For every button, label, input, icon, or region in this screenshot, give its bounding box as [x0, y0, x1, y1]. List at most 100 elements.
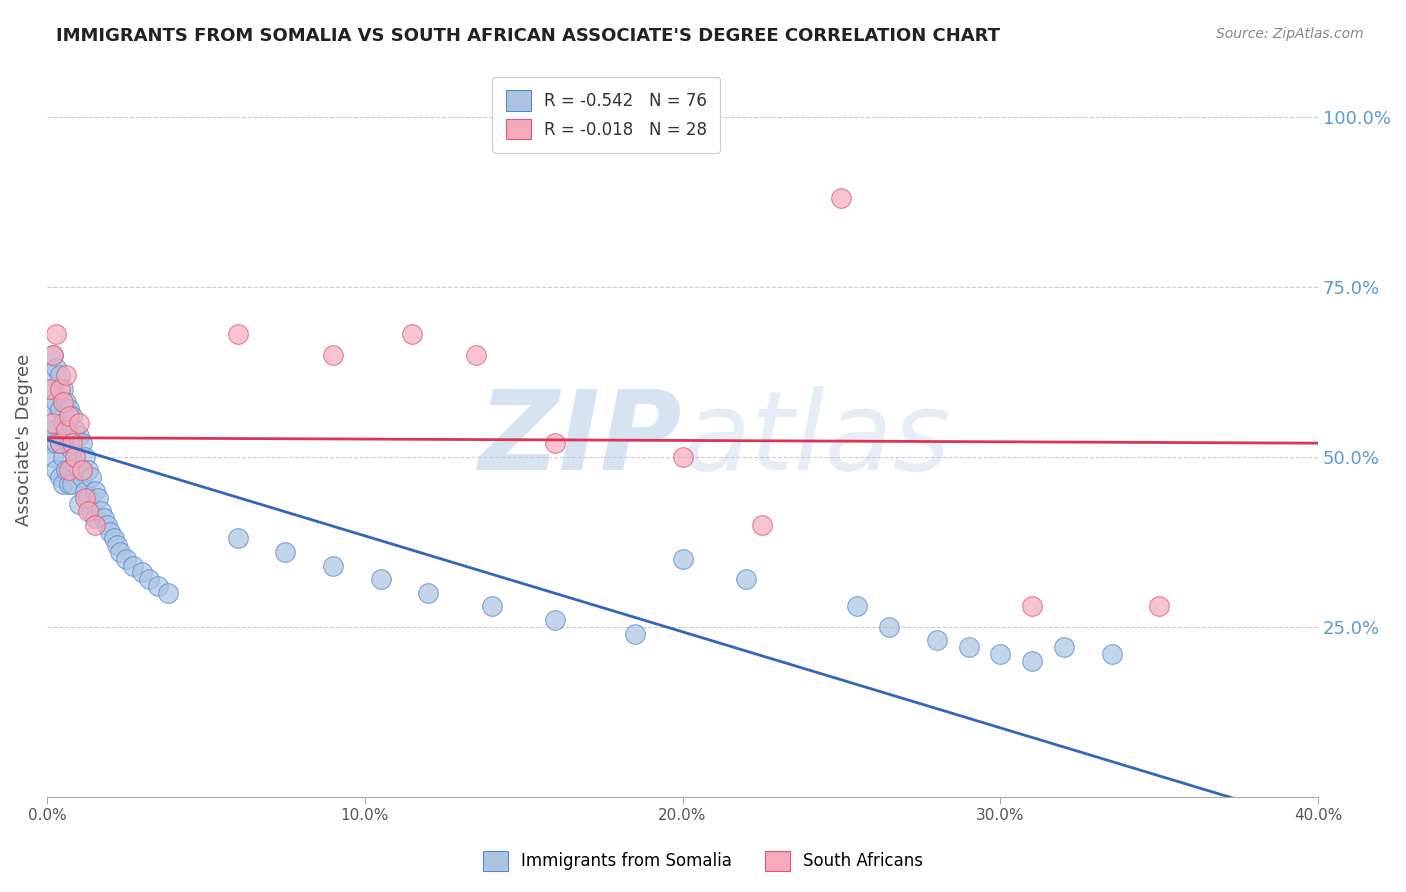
Point [877, 620, 900, 634]
Point [60, 442, 83, 457]
Point [60, 436, 83, 450]
Text: atlas: atlas [682, 386, 950, 493]
Y-axis label: Associate's Degree: Associate's Degree [15, 353, 32, 526]
Point [52, 477, 75, 491]
Point [70, 470, 93, 484]
Point [42, 416, 65, 430]
Point [481, 599, 503, 614]
Point [55, 463, 77, 477]
Point [77, 504, 100, 518]
Point [39, 382, 62, 396]
Point [115, 551, 138, 566]
Point [48, 368, 70, 383]
Point [55, 395, 77, 409]
Point [70, 463, 93, 477]
Point [925, 633, 948, 648]
Text: Source: ZipAtlas.com: Source: ZipAtlas.com [1216, 27, 1364, 41]
Point [80, 504, 103, 518]
Point [48, 402, 70, 417]
Point [465, 348, 488, 362]
Point [60, 409, 83, 423]
Point [274, 545, 297, 559]
Point [52, 416, 75, 430]
Point [401, 327, 423, 342]
Point [156, 585, 179, 599]
Point [846, 599, 869, 614]
Point [108, 545, 131, 559]
Point [45, 327, 67, 342]
Point [67, 463, 90, 477]
Point [67, 429, 90, 443]
Point [671, 450, 693, 464]
Point [45, 361, 67, 376]
Point [544, 613, 567, 627]
Point [226, 532, 249, 546]
Point [96, 517, 118, 532]
Point [80, 470, 103, 484]
Point [1101, 647, 1123, 661]
Point [751, 517, 773, 532]
Point [77, 463, 100, 477]
Point [65, 423, 87, 437]
Text: ZIP: ZIP [479, 386, 682, 493]
Point [45, 436, 67, 450]
Point [77, 491, 100, 505]
Point [42, 348, 65, 362]
Point [55, 423, 77, 437]
Point [48, 436, 70, 450]
Point [45, 395, 67, 409]
Point [138, 572, 160, 586]
Point [146, 579, 169, 593]
Point [322, 558, 344, 573]
Point [52, 450, 75, 464]
Point [624, 626, 647, 640]
Point [58, 402, 80, 417]
Point [58, 463, 80, 477]
Legend: R = -0.542   N = 76, R = -0.018   N = 28: R = -0.542 N = 76, R = -0.018 N = 28 [492, 77, 720, 153]
Point [90, 504, 112, 518]
Point [370, 572, 392, 586]
Point [322, 348, 344, 362]
Text: IMMIGRANTS FROM SOMALIA VS SOUTH AFRICAN ASSOCIATE'S DEGREE CORRELATION CHART: IMMIGRANTS FROM SOMALIA VS SOUTH AFRICAN… [56, 27, 1000, 45]
Point [957, 640, 980, 654]
Point [42, 348, 65, 362]
Point [45, 463, 67, 477]
Point [42, 423, 65, 437]
Point [65, 457, 87, 471]
Point [418, 585, 440, 599]
Point [48, 382, 70, 396]
Point [103, 532, 125, 546]
Point [83, 517, 105, 532]
Point [121, 558, 143, 573]
Point [65, 450, 87, 464]
Point [93, 511, 115, 525]
Point [67, 497, 90, 511]
Point [105, 538, 128, 552]
Point [73, 491, 96, 505]
Point [87, 491, 110, 505]
Point [988, 647, 1011, 661]
Point [73, 450, 96, 464]
Point [48, 470, 70, 484]
Point [39, 416, 62, 430]
Point [48, 436, 70, 450]
Point [58, 436, 80, 450]
Point [73, 483, 96, 498]
Point [67, 416, 90, 430]
Point [55, 423, 77, 437]
Point [83, 511, 105, 525]
Point [55, 368, 77, 383]
Point [100, 524, 122, 539]
Point [1053, 640, 1076, 654]
Point [671, 551, 693, 566]
Point [52, 382, 75, 396]
Legend: Immigrants from Somalia, South Africans: Immigrants from Somalia, South Africans [474, 842, 932, 880]
Point [39, 368, 62, 383]
Point [58, 477, 80, 491]
Point [131, 566, 153, 580]
Point [1021, 599, 1043, 614]
Point [544, 436, 567, 450]
Point [1147, 599, 1170, 614]
Point [735, 572, 758, 586]
Point [58, 409, 80, 423]
